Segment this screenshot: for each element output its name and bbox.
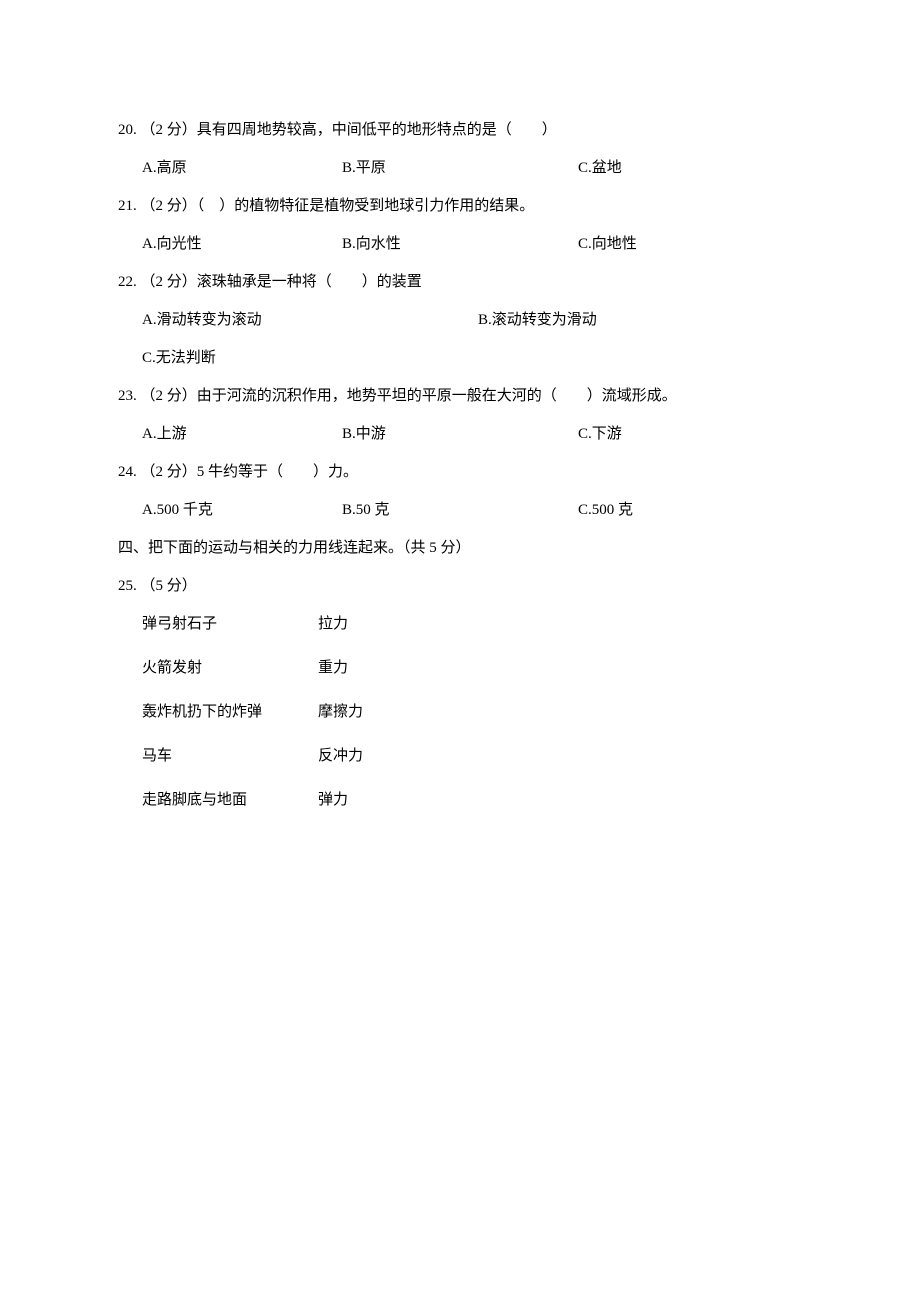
question-number: 22. bbox=[118, 274, 137, 290]
match-left: 走路脚底与地面 bbox=[142, 788, 318, 812]
question-text: 滚珠轴承是一种将（ ）的装置 bbox=[197, 274, 422, 290]
question-points: （2 分） bbox=[141, 198, 197, 214]
question-text: 由于河流的沉积作用，地势平坦的平原一般在大河的（ ）流域形成。 bbox=[197, 388, 677, 404]
option-c: C.500 克 bbox=[578, 498, 633, 522]
option-c: C.无法判断 bbox=[142, 346, 805, 370]
match-right: 摩擦力 bbox=[318, 700, 363, 724]
match-left: 马车 bbox=[142, 744, 318, 768]
options-row: A.滑动转变为滚动 B.滚动转变为滑动 bbox=[142, 308, 805, 332]
options-row: A.500 千克 B.50 克 C.500 克 bbox=[142, 498, 805, 522]
options-row: A.向光性 B.向水性 C.向地性 bbox=[142, 232, 805, 256]
question-stem: 20. （2 分）具有四周地势较高，中间低平的地形特点的是（ ） bbox=[118, 118, 805, 142]
match-row: 马车 反冲力 bbox=[142, 744, 805, 768]
question-text: 具有四周地势较高，中间低平的地形特点的是（ ） bbox=[197, 122, 557, 138]
match-right: 弹力 bbox=[318, 788, 348, 812]
question-text: （ ）的植物特征是植物受到地球引力作用的结果。 bbox=[197, 198, 535, 214]
question-points: （2 分） bbox=[141, 388, 197, 404]
question-stem: 23. （2 分）由于河流的沉积作用，地势平坦的平原一般在大河的（ ）流域形成。 bbox=[118, 384, 805, 408]
option-c: C.下游 bbox=[578, 422, 622, 446]
question-text: 5 牛约等于（ ）力。 bbox=[197, 464, 358, 480]
section-4-title: 四、把下面的运动与相关的力用线连起来。（共 5 分） bbox=[118, 536, 805, 560]
question-25: 25. （5 分） 弹弓射石子 拉力 火箭发射 重力 轰炸机扔下的炸弹 摩擦力 … bbox=[118, 574, 805, 812]
question-number: 21. bbox=[118, 198, 137, 214]
question-stem: 25. （5 分） bbox=[118, 574, 805, 598]
matching-block: 弹弓射石子 拉力 火箭发射 重力 轰炸机扔下的炸弹 摩擦力 马车 反冲力 走路脚… bbox=[142, 612, 805, 812]
question-20: 20. （2 分）具有四周地势较高，中间低平的地形特点的是（ ） A.高原 B.… bbox=[118, 118, 805, 180]
match-left: 弹弓射石子 bbox=[142, 612, 318, 636]
question-points: （5 分） bbox=[141, 578, 197, 594]
question-stem: 21. （2 分）（ ）的植物特征是植物受到地球引力作用的结果。 bbox=[118, 194, 805, 218]
option-a: A.上游 bbox=[142, 422, 342, 446]
option-b: B.向水性 bbox=[342, 232, 578, 256]
match-left: 轰炸机扔下的炸弹 bbox=[142, 700, 318, 724]
options-row: A.上游 B.中游 C.下游 bbox=[142, 422, 805, 446]
option-b: B.滚动转变为滑动 bbox=[478, 308, 597, 332]
option-a: A.高原 bbox=[142, 156, 342, 180]
option-c: C.盆地 bbox=[578, 156, 622, 180]
options-row: A.高原 B.平原 C.盆地 bbox=[142, 156, 805, 180]
question-points: （2 分） bbox=[141, 464, 197, 480]
option-a: A.滑动转变为滚动 bbox=[142, 308, 478, 332]
question-21: 21. （2 分）（ ）的植物特征是植物受到地球引力作用的结果。 A.向光性 B… bbox=[118, 194, 805, 256]
question-stem: 22. （2 分）滚珠轴承是一种将（ ）的装置 bbox=[118, 270, 805, 294]
question-points: （2 分） bbox=[141, 274, 197, 290]
question-number: 20. bbox=[118, 122, 137, 138]
match-row: 轰炸机扔下的炸弹 摩擦力 bbox=[142, 700, 805, 724]
question-number: 24. bbox=[118, 464, 137, 480]
question-23: 23. （2 分）由于河流的沉积作用，地势平坦的平原一般在大河的（ ）流域形成。… bbox=[118, 384, 805, 446]
question-24: 24. （2 分）5 牛约等于（ ）力。 A.500 千克 B.50 克 C.5… bbox=[118, 460, 805, 522]
match-row: 弹弓射石子 拉力 bbox=[142, 612, 805, 636]
question-number: 25. bbox=[118, 578, 137, 594]
option-c: C.向地性 bbox=[578, 232, 637, 256]
question-22: 22. （2 分）滚珠轴承是一种将（ ）的装置 A.滑动转变为滚动 B.滚动转变… bbox=[118, 270, 805, 370]
match-right: 拉力 bbox=[318, 612, 348, 636]
question-stem: 24. （2 分）5 牛约等于（ ）力。 bbox=[118, 460, 805, 484]
match-row: 火箭发射 重力 bbox=[142, 656, 805, 680]
question-number: 23. bbox=[118, 388, 137, 404]
match-row: 走路脚底与地面 弹力 bbox=[142, 788, 805, 812]
option-b: B.平原 bbox=[342, 156, 578, 180]
match-right: 重力 bbox=[318, 656, 348, 680]
match-right: 反冲力 bbox=[318, 744, 363, 768]
option-a: A.向光性 bbox=[142, 232, 342, 256]
match-left: 火箭发射 bbox=[142, 656, 318, 680]
option-b: B.50 克 bbox=[342, 498, 578, 522]
question-points: （2 分） bbox=[141, 122, 197, 138]
option-b: B.中游 bbox=[342, 422, 578, 446]
option-a: A.500 千克 bbox=[142, 498, 342, 522]
